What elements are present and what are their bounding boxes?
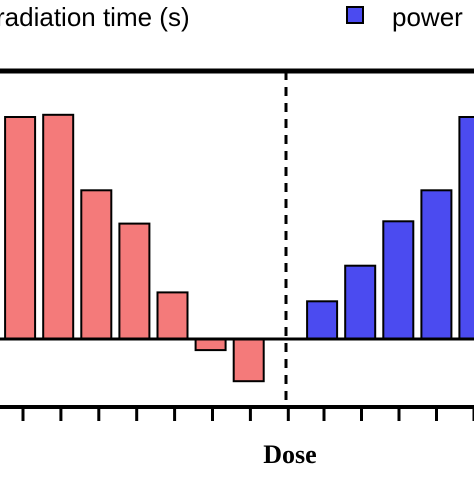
- bar-radiation-time-3: [80, 189, 113, 340]
- bar-radiation-time-2: [42, 113, 75, 340]
- bar-radiation-time-5: [156, 291, 189, 340]
- bar-power-4: [420, 189, 453, 340]
- legend-swatch-power: [346, 6, 364, 24]
- bar-radiation-time-7: [232, 338, 265, 383]
- bar-radiation-time-4: [118, 222, 151, 341]
- plot-frame: [0, 68, 474, 403]
- axes: Dose: [0, 337, 474, 469]
- bar-power-3: [382, 220, 415, 340]
- bar-power-2: [344, 264, 377, 341]
- bar-power-1: [306, 300, 339, 340]
- legend: radiation time (s) power: [0, 2, 463, 32]
- legend-label-power: power: [392, 2, 463, 32]
- bar-radiation-time-6: [194, 338, 227, 352]
- bar-power-5: [458, 116, 474, 340]
- x-axis-ticks: [21, 407, 474, 421]
- bars: [4, 113, 474, 383]
- x-axis-label: Dose: [263, 440, 316, 469]
- legend-label-radiation-time: radiation time (s): [0, 2, 190, 32]
- bar-radiation-time-1: [4, 116, 37, 340]
